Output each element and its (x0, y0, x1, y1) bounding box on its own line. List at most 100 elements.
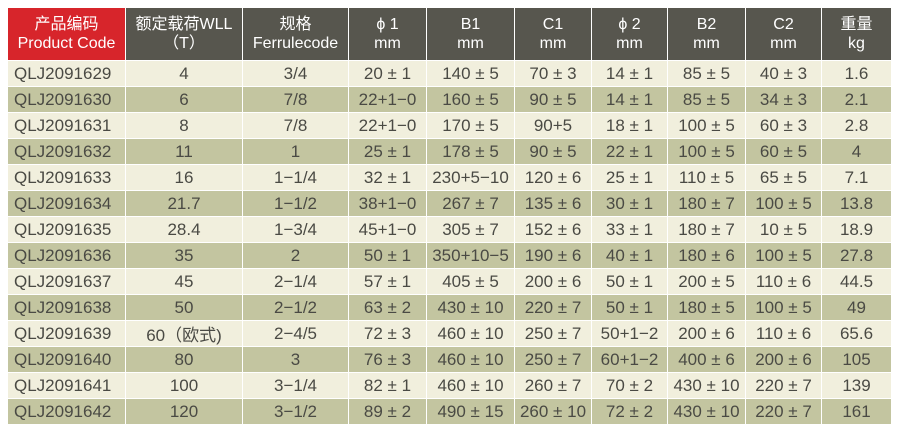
cell-c1: 260 ± 7 (514, 372, 592, 399)
cell-phi1: 57 ± 1 (348, 268, 427, 295)
cell-b2: 430 ± 10 (667, 398, 746, 425)
cell-weight: 49 (821, 294, 892, 321)
header-c1-sub: mm (539, 35, 567, 52)
cell-b2: 85 ± 5 (667, 86, 746, 113)
header-ferrule-code-sub: Ferrulecode (252, 35, 339, 52)
cell-weight: 18.9 (821, 216, 892, 243)
cell-c2: 60 ± 5 (745, 138, 822, 165)
cell-phi1: 50 ± 1 (348, 242, 427, 269)
header-c2-main: C2 (773, 16, 794, 33)
cell-phi2: 50 ± 1 (591, 294, 668, 321)
cell-ferrule-code: 1−1/4 (242, 164, 349, 191)
header-ferrule-code: 规格 Ferrulecode (242, 7, 349, 61)
cell-wll: 100 (125, 372, 243, 399)
cell-wll: 16 (125, 164, 243, 191)
cell-phi1: 45+1−0 (348, 216, 427, 243)
cell-ferrule-code: 7/8 (242, 112, 349, 139)
cell-weight: 1.6 (821, 60, 892, 87)
cell-b1: 305 ± 7 (426, 216, 515, 243)
cell-phi2: 14 ± 1 (591, 86, 668, 113)
header-phi1-sub: mm (374, 35, 401, 52)
header-b2: B2 mm (667, 7, 746, 61)
table-row: QLJ2091632 11 1 25 ± 1 178 ± 5 90 ± 5 22 ± 1 10… (7, 138, 892, 165)
cell-phi1: 76 ± 3 (348, 346, 427, 373)
cell-b1: 140 ± 5 (426, 60, 515, 87)
cell-product-code: QLJ2091634 (7, 190, 126, 217)
cell-c1: 120 ± 6 (514, 164, 592, 191)
cell-weight: 2.8 (821, 112, 892, 139)
cell-wll: 28.4 (125, 216, 243, 243)
cell-product-code: QLJ2091629 (7, 60, 126, 87)
cell-c1: 90 ± 5 (514, 138, 592, 165)
cell-c1: 200 ± 6 (514, 268, 592, 295)
cell-c1: 152 ± 6 (514, 216, 592, 243)
cell-phi2: 40 ± 1 (591, 242, 668, 269)
header-b1-sub: mm (457, 35, 484, 52)
cell-c1: 190 ± 6 (514, 242, 592, 269)
cell-b2: 180 ± 6 (667, 242, 746, 269)
cell-product-code: QLJ2091638 (7, 294, 126, 321)
cell-wll: 50 (125, 294, 243, 321)
header-b2-sub: mm (693, 35, 720, 52)
cell-phi2: 18 ± 1 (591, 112, 668, 139)
header-phi1: ϕ 1 mm (348, 7, 427, 61)
cell-wll: 6 (125, 86, 243, 113)
cell-b2: 100 ± 5 (667, 138, 746, 165)
cell-product-code: QLJ2091639 (7, 320, 126, 347)
cell-c1: 260 ± 10 (514, 398, 592, 425)
cell-b1: 460 ± 10 (426, 320, 515, 347)
cell-wll: 120 (125, 398, 243, 425)
cell-ferrule-code: 3 (242, 346, 349, 373)
cell-phi2: 60+1−2 (591, 346, 668, 373)
cell-product-code: QLJ2091630 (7, 86, 126, 113)
cell-phi1: 63 ± 2 (348, 294, 427, 321)
table-row: QLJ2091636 35 2 50 ± 1 350+10−5 190 ± 6 40 ± 1… (7, 242, 892, 269)
cell-c2: 200 ± 6 (745, 346, 822, 373)
cell-phi1: 82 ± 1 (348, 372, 427, 399)
header-ferrule-code-main: 规格 (279, 16, 312, 33)
cell-wll: 35 (125, 242, 243, 269)
cell-wll: 8 (125, 112, 243, 139)
cell-b1: 350+10−5 (426, 242, 515, 269)
cell-wll: 4 (125, 60, 243, 87)
cell-b1: 178 ± 5 (426, 138, 515, 165)
cell-product-code: QLJ2091640 (7, 346, 126, 373)
cell-b1: 490 ± 15 (426, 398, 515, 425)
cell-weight: 161 (821, 398, 892, 425)
cell-c1: 220 ± 7 (514, 294, 592, 321)
cell-weight: 105 (821, 346, 892, 373)
cell-c2: 100 ± 5 (745, 294, 822, 321)
cell-c2: 65 ± 5 (745, 164, 822, 191)
cell-wll: 60（欧式) (125, 320, 243, 347)
header-c1-main: C1 (542, 16, 564, 33)
cell-c2: 10 ± 5 (745, 216, 822, 243)
cell-c1: 90+5 (514, 112, 592, 139)
cell-phi2: 50+1−2 (591, 320, 668, 347)
cell-ferrule-code: 2−1/2 (242, 294, 349, 321)
header-product-code-main: 产品编码 (34, 16, 99, 33)
header-b1-main: B1 (460, 16, 481, 33)
cell-ferrule-code: 1−3/4 (242, 216, 349, 243)
cell-product-code: QLJ2091642 (7, 398, 126, 425)
header-phi2-main: ϕ 2 (618, 16, 641, 33)
cell-c1: 250 ± 7 (514, 346, 592, 373)
cell-phi2: 50 ± 1 (591, 268, 668, 295)
cell-phi1: 38+1−0 (348, 190, 427, 217)
cell-phi2: 30 ± 1 (591, 190, 668, 217)
table-row: QLJ2091642 120 3−1/2 89 ± 2 490 ± 15 260 ± 10… (7, 398, 892, 425)
cell-c2: 100 ± 5 (745, 190, 822, 217)
header-c1: C1 mm (514, 7, 592, 61)
cell-b1: 267 ± 7 (426, 190, 515, 217)
header-b2-main: B2 (696, 16, 717, 33)
header-wll-main: 额定载荷WLL (135, 16, 233, 33)
cell-b2: 430 ± 10 (667, 372, 746, 399)
cell-ferrule-code: 1 (242, 138, 349, 165)
cell-phi2: 22 ± 1 (591, 138, 668, 165)
cell-c2: 34 ± 3 (745, 86, 822, 113)
cell-ferrule-code: 2−1/4 (242, 268, 349, 295)
cell-c2: 40 ± 3 (745, 60, 822, 87)
cell-phi1: 72 ± 3 (348, 320, 427, 347)
